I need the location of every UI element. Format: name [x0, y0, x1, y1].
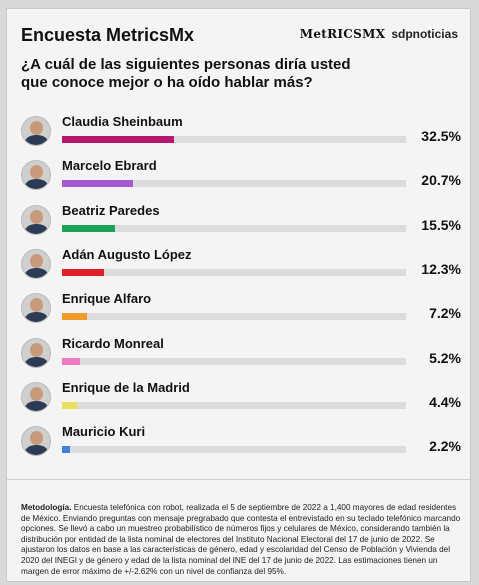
- avatar-body: [25, 223, 48, 234]
- metricsmx-logo: MetRICSMX: [299, 27, 386, 41]
- bar-row: Enrique Alfaro 7.2%: [21, 291, 461, 331]
- bar-value-label: 32.5%: [421, 128, 461, 144]
- avatar-head: [30, 253, 43, 268]
- avatar-body: [25, 135, 48, 145]
- bar-track: [62, 401, 406, 409]
- bar: [62, 401, 78, 409]
- avatar-head: [30, 209, 43, 224]
- bar-row: Adán Augusto López 12.3%: [21, 247, 461, 287]
- bar-chart: Claudia Sheinbaum 32.5% Marcelo Ebrard 20.7…: [21, 114, 461, 469]
- bar-track: [62, 446, 406, 454]
- bar-value-label: 4.4%: [429, 393, 461, 410]
- candidate-name: Claudia Sheinbaum: [62, 114, 183, 129]
- candidate-avatar: [21, 116, 51, 146]
- avatar-head: [30, 431, 43, 446]
- bar-row: Beatriz Paredes 15.5%: [21, 203, 461, 243]
- bar: [62, 357, 80, 365]
- avatar-body: [25, 179, 48, 190]
- methodology-note: Metodología. Encuesta telefónica con rob…: [21, 503, 461, 577]
- candidate-name: Enrique Alfaro: [62, 291, 152, 307]
- bar-row: Mauricio Kuri 2.2%: [21, 424, 461, 464]
- avatar-body: [25, 312, 48, 323]
- avatar-head: [30, 298, 43, 313]
- avatar-body: [25, 356, 48, 367]
- bar-track: [62, 224, 406, 232]
- divider: [7, 479, 470, 480]
- poll-title: Encuesta MetricsMx: [21, 25, 195, 45]
- candidate-avatar: [21, 337, 51, 368]
- bar: [62, 180, 134, 188]
- bar-track: [62, 268, 406, 276]
- bar-row: Enrique de la Madrid 4.4%: [21, 380, 461, 420]
- avatar-head: [30, 386, 43, 401]
- candidate-avatar: [21, 426, 51, 457]
- candidate-name: Mauricio Kuri: [62, 424, 146, 440]
- candidate-name: Enrique de la Madrid: [62, 379, 190, 395]
- bar: [62, 446, 70, 454]
- bar-value-label: 12.3%: [421, 260, 461, 277]
- methodology-text: Encuesta telefónica con robot, realizada…: [21, 503, 461, 576]
- candidate-name: Marcelo Ebrard: [62, 158, 157, 174]
- poll-question: ¿A cuál de las siguientes personas diría…: [21, 56, 351, 91]
- avatar-body: [25, 267, 48, 278]
- bar-track: [62, 180, 406, 188]
- header: Encuesta MetricsMx MetRICSMX sdpnoticias: [21, 23, 458, 47]
- bar-track: [62, 136, 406, 143]
- candidate-avatar: [21, 160, 51, 191]
- methodology-label: Metodología.: [21, 503, 72, 512]
- candidate-name: Beatriz Paredes: [62, 202, 160, 218]
- avatar-head: [30, 165, 43, 180]
- poll-card: Encuesta MetricsMx MetRICSMX sdpnoticias…: [6, 8, 471, 582]
- avatar-body: [25, 400, 48, 411]
- bar: [62, 313, 87, 321]
- bar-row: Ricardo Monreal 5.2%: [21, 336, 461, 376]
- candidate-name: Ricardo Monreal: [62, 335, 164, 351]
- bar-track: [62, 357, 406, 365]
- candidate-avatar: [21, 381, 51, 412]
- bar-value-label: 2.2%: [429, 438, 461, 455]
- bar: [62, 224, 116, 232]
- avatar-head: [30, 121, 43, 135]
- candidate-avatar: [21, 293, 51, 324]
- bar: [62, 136, 174, 143]
- candidate-avatar: [21, 248, 51, 279]
- bar-value-label: 5.2%: [429, 349, 461, 366]
- sdpnoticias-logo: sdpnoticias: [391, 27, 458, 41]
- candidate-avatar: [21, 204, 51, 235]
- bar: [62, 268, 105, 276]
- bar-value-label: 15.5%: [421, 216, 461, 233]
- brand: MetRICSMX sdpnoticias: [300, 27, 458, 41]
- bar-row: Marcelo Ebrard 20.7%: [21, 158, 461, 198]
- avatar-body: [25, 445, 48, 456]
- avatar-head: [30, 342, 43, 357]
- bar-track: [62, 313, 406, 321]
- bar-value-label: 20.7%: [421, 172, 461, 189]
- bar-row: Claudia Sheinbaum 32.5%: [21, 114, 461, 154]
- candidate-name: Adán Augusto López: [62, 246, 192, 262]
- bar-value-label: 7.2%: [429, 305, 461, 322]
